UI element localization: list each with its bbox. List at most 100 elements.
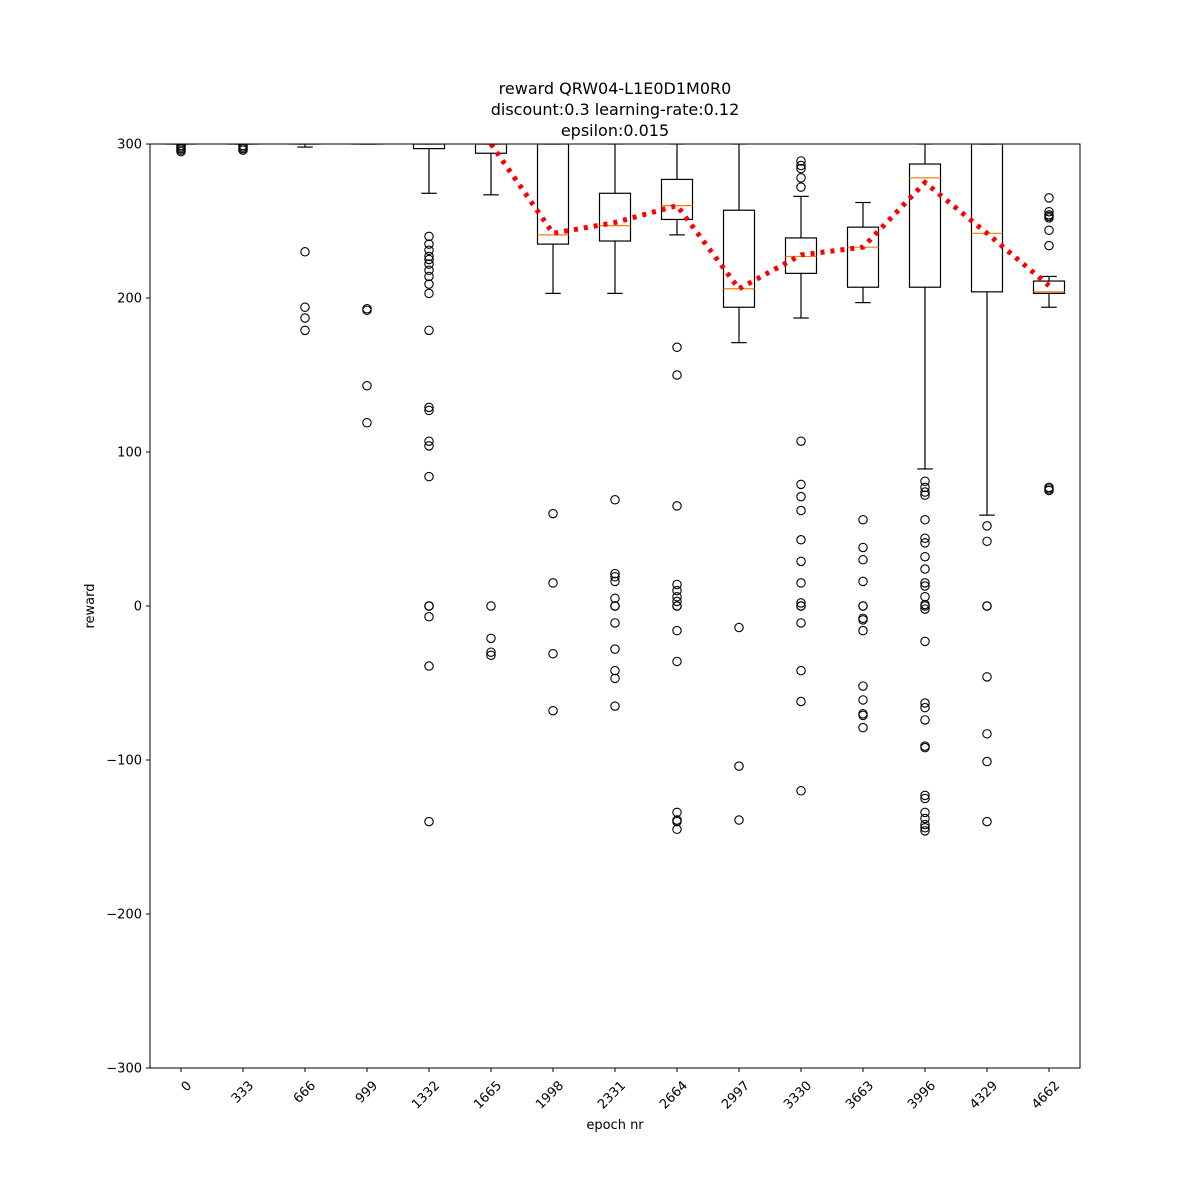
outlier-point (734, 622, 744, 633)
outlier-point (920, 551, 930, 562)
outlier-point (858, 615, 868, 625)
outlier-point (1044, 225, 1054, 235)
outlier-point (920, 742, 930, 753)
outlier-point (796, 556, 806, 567)
outlier-point (920, 515, 930, 525)
outlier-point (920, 592, 930, 602)
box-iqr (1032, 280, 1066, 294)
outlier-point (920, 604, 930, 614)
outlier-point (486, 633, 496, 644)
outlier-point (424, 601, 434, 611)
outlier-point (858, 681, 868, 691)
outlier-point (424, 245, 434, 256)
outlier-point (796, 156, 806, 166)
box-group-2331 (598, 144, 632, 711)
outlier-point (858, 695, 868, 705)
y-tick-label: −300 (106, 1062, 142, 1077)
box-group-3663 (846, 201, 880, 733)
outlier-point (300, 313, 310, 323)
y-tick-label: 200 (117, 292, 142, 307)
box-iqr (660, 178, 694, 221)
outlier-point (486, 601, 496, 611)
box-iqr (536, 144, 570, 245)
box-group-1665 (474, 144, 508, 661)
outlier-point (548, 705, 558, 716)
y-axis-label: reward (83, 583, 98, 628)
outlier-point (610, 571, 620, 582)
outlier-point (796, 578, 806, 588)
outlier-point (920, 826, 930, 836)
outlier-point (796, 479, 806, 490)
outlier-point (610, 601, 620, 611)
outlier-point (920, 790, 930, 801)
outlier-point (1044, 193, 1054, 203)
box-iqr (474, 144, 508, 154)
outlier-point (424, 265, 434, 276)
outlier-point (920, 698, 930, 708)
outlier-point (610, 494, 620, 505)
chart-title-line-2: discount:0.3 learning-rate:0.12 (491, 100, 740, 119)
outlier-point (796, 182, 806, 192)
plot-area (164, 144, 1066, 836)
outlier-point (362, 305, 372, 316)
outlier-point (672, 370, 682, 380)
outlier-point (424, 471, 434, 482)
outlier-point (610, 665, 620, 676)
outlier-point (796, 505, 806, 516)
outlier-point (858, 542, 868, 553)
outlier-point (920, 813, 930, 824)
box-iqr (722, 209, 756, 308)
outlier-point (610, 618, 620, 628)
outlier-point (610, 701, 620, 711)
outlier-point (238, 145, 248, 155)
outlier-point (796, 618, 806, 628)
outlier-point (982, 601, 992, 611)
outlier-point (982, 756, 992, 767)
outlier-point (796, 160, 806, 171)
box-iqr (846, 226, 880, 288)
outlier-point (796, 163, 806, 174)
outlier-point (424, 259, 434, 269)
outlier-point (672, 807, 682, 818)
outlier-point (610, 593, 620, 604)
outlier-point (300, 325, 310, 336)
outlier-point (920, 538, 930, 548)
outlier-point (796, 173, 806, 183)
outlier-point (424, 231, 434, 242)
outlier-point (858, 576, 868, 587)
y-tick-label: −100 (106, 754, 142, 769)
box-group-1332 (412, 144, 446, 827)
outlier-point (920, 793, 930, 804)
outlier-point (486, 647, 496, 657)
outlier-point (300, 302, 310, 312)
outlier-point (424, 239, 434, 249)
outlier-point (858, 601, 868, 611)
box-group-1998 (536, 144, 570, 716)
outlier-point (424, 279, 434, 289)
outlier-point (424, 661, 434, 671)
outlier-point (920, 476, 930, 487)
outlier-point (672, 579, 682, 590)
outlier-point (362, 381, 372, 391)
outlier-point (796, 491, 806, 502)
outlier-point (424, 288, 434, 299)
outlier-point (920, 533, 930, 543)
outlier-point (920, 715, 930, 725)
outlier-point (610, 576, 620, 587)
outlier-point (672, 501, 682, 511)
outlier-point (548, 648, 558, 659)
y-tick-label: 300 (117, 138, 142, 153)
outlier-point (424, 441, 434, 451)
outlier-point (920, 819, 930, 830)
outlier-point (858, 555, 868, 565)
outlier-point (672, 824, 682, 835)
chart-title-line-3: epsilon:0.015 (561, 121, 669, 140)
outlier-point (672, 592, 682, 602)
outlier-point (424, 612, 434, 622)
outlier-point (796, 601, 806, 611)
outlier-point (920, 702, 930, 713)
y-tick-label: 0 (134, 600, 142, 615)
outlier-point (672, 596, 682, 607)
outlier-point (796, 436, 806, 446)
